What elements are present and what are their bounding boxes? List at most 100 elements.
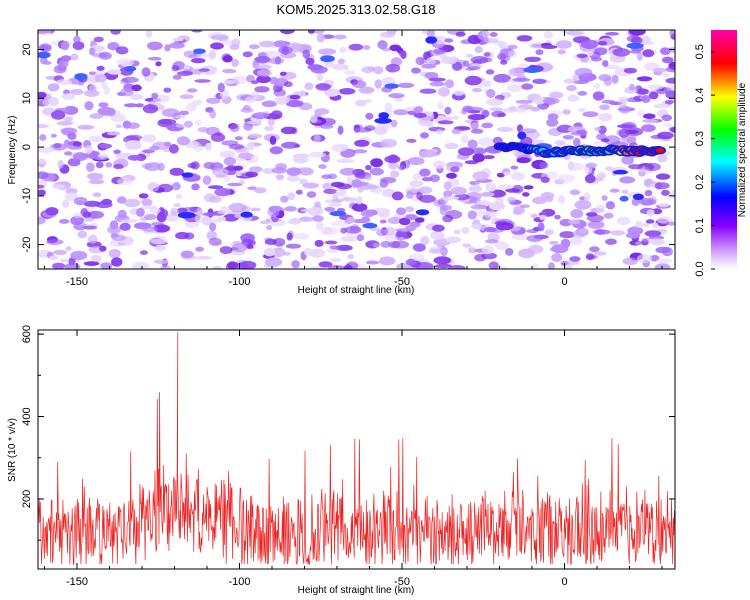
spectrogram-noise-cell (238, 180, 245, 185)
snr-x-ticks: -150 -100 -50 0 (44, 330, 663, 588)
spectrogram-noise-cell (160, 265, 172, 269)
spectrogram-noise-cell (77, 124, 95, 130)
spectrogram-hotspot (181, 172, 194, 178)
spectrogram-noise-cell (219, 150, 236, 158)
spectrogram-noise-cell (51, 110, 66, 120)
spectrogram-noise-cell (205, 142, 212, 151)
spectrogram-noise-cell (88, 210, 104, 219)
spectrogram-noise-cell (56, 121, 74, 126)
spectrogram-noise-cell (480, 192, 495, 197)
spectrogram-noise-cell (360, 209, 375, 218)
spectrogram-noise-cell (507, 44, 518, 50)
spectrogram-noise-cell (483, 52, 491, 57)
spectrogram-noise-cell (415, 56, 425, 66)
spectrogram-noise-cell (569, 189, 581, 196)
spectrogram-y-tick-label: 10 (21, 92, 33, 104)
spectrogram-noise-cell (387, 154, 399, 163)
spectrogram-noise-cell (38, 30, 50, 34)
spectrogram-noise-cell (360, 216, 371, 223)
spectrogram-noise-cell (327, 173, 338, 180)
spectrogram-noise-cell (464, 75, 482, 86)
spectrogram-noise-cell (435, 129, 444, 136)
spectrogram-noise-cell (337, 58, 345, 65)
spectrogram-noise-cell (110, 30, 121, 35)
spectrogram-noise-cell (512, 208, 523, 216)
spectrogram-noise-cell (217, 216, 226, 221)
snr-y-ticks: 200 400 600 (21, 325, 675, 541)
spectrogram-noise-cell (639, 41, 655, 45)
spectrogram-noise-cell (210, 42, 224, 50)
spectrogram-noise-cell (631, 198, 640, 206)
spectrogram-noise-cell (483, 80, 492, 88)
spectrogram-noise-cell (70, 53, 79, 61)
spectrogram-noise-cell (551, 253, 563, 263)
spectrogram-noise-cell (352, 149, 368, 154)
spectrogram-noise-cell (524, 56, 541, 62)
spectrogram-noise-cell (183, 50, 195, 58)
spectrogram-noise-cell (295, 189, 303, 195)
spectrogram-noise-cell (665, 66, 675, 73)
spectrogram-noise-cell (537, 222, 545, 232)
spectrogram-noise-cell (97, 106, 116, 116)
spectrogram-noise-cell (497, 184, 514, 190)
spectrogram-noise-cell (636, 76, 653, 82)
spectrogram-noise-cell (405, 191, 414, 199)
spectrogram-noise-cell (287, 219, 302, 225)
spectrogram-noise-cell (428, 77, 446, 82)
spectrogram-noise-cell (315, 83, 331, 91)
spectrogram-noise-cell (363, 45, 371, 50)
spectrogram-noise-cell (510, 171, 525, 181)
spectrogram-noise-cell (333, 34, 347, 40)
spectrogram-noise-cell (281, 141, 299, 149)
spectrogram-noise-cell (589, 246, 600, 253)
spectrogram-noise-cell (365, 260, 380, 265)
spectrogram-noise-cell (558, 194, 565, 204)
spectrogram-noise-cell (461, 226, 470, 235)
spectrogram-hotspot (415, 209, 430, 216)
spectrogram-noise-cell (120, 87, 134, 97)
spectrogram-noise-cell (531, 263, 539, 269)
spectrogram-noise-cell (51, 184, 66, 189)
spectrogram-noise-cell (279, 71, 287, 76)
spectrogram-noise-cell (506, 83, 523, 93)
spectrogram-noise-cell (444, 106, 452, 115)
spectrogram-noise-cell (38, 91, 47, 99)
spectrogram-noise-cell (593, 83, 601, 89)
spectrogram-noise-cell (124, 198, 141, 208)
spectrogram-noise-cell (72, 152, 88, 162)
spectrogram-noise-cell (424, 72, 439, 80)
spectrogram-noise-cell (519, 204, 531, 208)
spectrogram-noise-cell (223, 80, 235, 84)
spectrogram-noise-cell (243, 121, 253, 131)
spectrogram-noise-cell (394, 230, 408, 241)
spectrogram-noise-cell (654, 263, 671, 269)
spectrogram-noise-cell (642, 222, 650, 228)
spectrogram-noise-cell (468, 66, 480, 71)
spectrogram-noise-cell (497, 40, 508, 49)
spectrogram-noise-cell (92, 192, 102, 198)
spectrogram-noise-cell (380, 240, 391, 248)
spectrogram-noise-cell (466, 53, 474, 58)
spectrogram-noise-cell (563, 78, 578, 84)
spectrogram-noise-cell (582, 111, 599, 118)
spectrogram-noise-cell (625, 232, 641, 239)
spectrogram-noise-cell (418, 186, 433, 194)
spectrogram-noise-cell (356, 196, 363, 205)
spectrogram-noise-cell (503, 171, 511, 176)
spectrogram-noise-cell (518, 248, 535, 259)
spectrogram-noise-cell (642, 119, 658, 123)
spectrogram-noise-cell (264, 257, 283, 267)
spectrogram-noise-cell (618, 128, 630, 138)
spectrogram-noise-cell (318, 48, 337, 55)
spectrogram-noise-cell (113, 163, 124, 170)
spectrogram-noise-cell (310, 115, 318, 120)
spectrogram-noise-cell (95, 161, 104, 169)
spectrogram-noise-cell (636, 110, 645, 117)
spectrogram-noise-cell (203, 161, 215, 170)
spectrogram-noise-cell (144, 162, 161, 172)
spectrogram-noise-cell (61, 93, 76, 100)
spectrogram-noise-cell (72, 212, 83, 218)
spectrogram-noise-cell (352, 80, 367, 89)
spectrogram-noise-cell (481, 30, 490, 38)
spectrogram-y-ticks: -20 -10 0 10 20 (21, 43, 675, 253)
